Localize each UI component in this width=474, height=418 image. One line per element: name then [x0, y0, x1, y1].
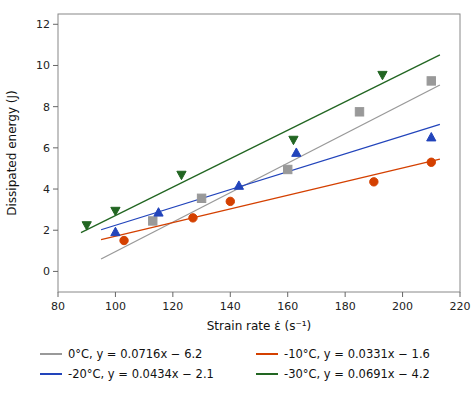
data-point: [289, 136, 298, 144]
y-tick: [53, 65, 58, 66]
data-point: [197, 194, 205, 202]
data-point: [154, 208, 163, 216]
data-point: [177, 171, 186, 179]
legend: 0°C, y = 0.0716x − 6.2 -10°C, y = 0.0331x…: [40, 347, 430, 381]
data-point: [427, 133, 436, 141]
y-axis-label: Dissipated energy (J): [5, 90, 19, 215]
y-tick: [53, 189, 58, 190]
x-tick: [115, 292, 116, 297]
data-point: [189, 214, 197, 222]
y-tick-label: 0: [43, 265, 50, 278]
y-tick: [53, 24, 58, 25]
x-tick: [287, 292, 288, 297]
x-tick: [58, 292, 59, 297]
fit-line: [101, 85, 440, 259]
x-tick-label: 120: [162, 300, 183, 313]
y-tick-label: 10: [36, 59, 50, 72]
data-point: [120, 236, 128, 244]
x-tick-label: 220: [450, 300, 471, 313]
x-tick-label: 180: [335, 300, 356, 313]
data-point: [149, 217, 157, 225]
legend-label: -10°C, y = 0.0331x − 1.6: [284, 347, 430, 361]
y-tick-label: 6: [43, 142, 50, 155]
y-tick: [53, 271, 58, 272]
data-point: [355, 108, 363, 116]
data-point: [427, 77, 435, 85]
legend-handle: [40, 373, 62, 375]
x-axis-label: Strain rate ε̇ (s⁻¹): [207, 319, 312, 333]
plot-area: [81, 55, 440, 259]
data-point: [284, 165, 292, 173]
y-tick-label: 8: [43, 101, 50, 114]
y-tick-label: 4: [43, 183, 50, 196]
data-point: [292, 148, 301, 156]
data-point: [111, 207, 120, 215]
x-tick-label: 100: [105, 300, 126, 313]
y-tick-label: 12: [36, 18, 50, 31]
y-tick-label: 2: [43, 224, 50, 237]
x-tick-label: 140: [220, 300, 241, 313]
fit-line: [81, 55, 440, 233]
legend-label: -30°C, y = 0.0691x − 4.2: [284, 367, 430, 381]
x-tick-label: 80: [51, 300, 65, 313]
data-point: [370, 178, 378, 186]
fit-line: [101, 124, 440, 229]
data-point: [82, 222, 91, 230]
chart: 80 100 120 140 160 180 200 220 0 2 4 6 8 10 12 Strain r…: [0, 0, 474, 418]
x-tick-label: 160: [277, 300, 298, 313]
legend-handle: [256, 373, 278, 375]
x-tick: [345, 292, 346, 297]
x-tick: [460, 292, 461, 297]
data-point: [378, 71, 387, 79]
legend-handle: [256, 353, 278, 355]
data-point: [226, 197, 234, 205]
x-tick: [402, 292, 403, 297]
fit-line: [101, 159, 440, 239]
x-tick: [230, 292, 231, 297]
plot-frame: [58, 14, 460, 292]
data-point: [111, 227, 120, 235]
legend-label: 0°C, y = 0.0716x − 6.2: [68, 347, 202, 361]
y-tick: [53, 106, 58, 107]
y-tick: [53, 147, 58, 148]
data-point: [427, 158, 435, 166]
data-point: [234, 181, 243, 189]
y-tick: [53, 230, 58, 231]
x-tick-label: 200: [392, 300, 413, 313]
x-tick: [172, 292, 173, 297]
legend-label: -20°C, y = 0.0434x − 2.1: [68, 367, 214, 381]
legend-handle: [40, 353, 62, 355]
